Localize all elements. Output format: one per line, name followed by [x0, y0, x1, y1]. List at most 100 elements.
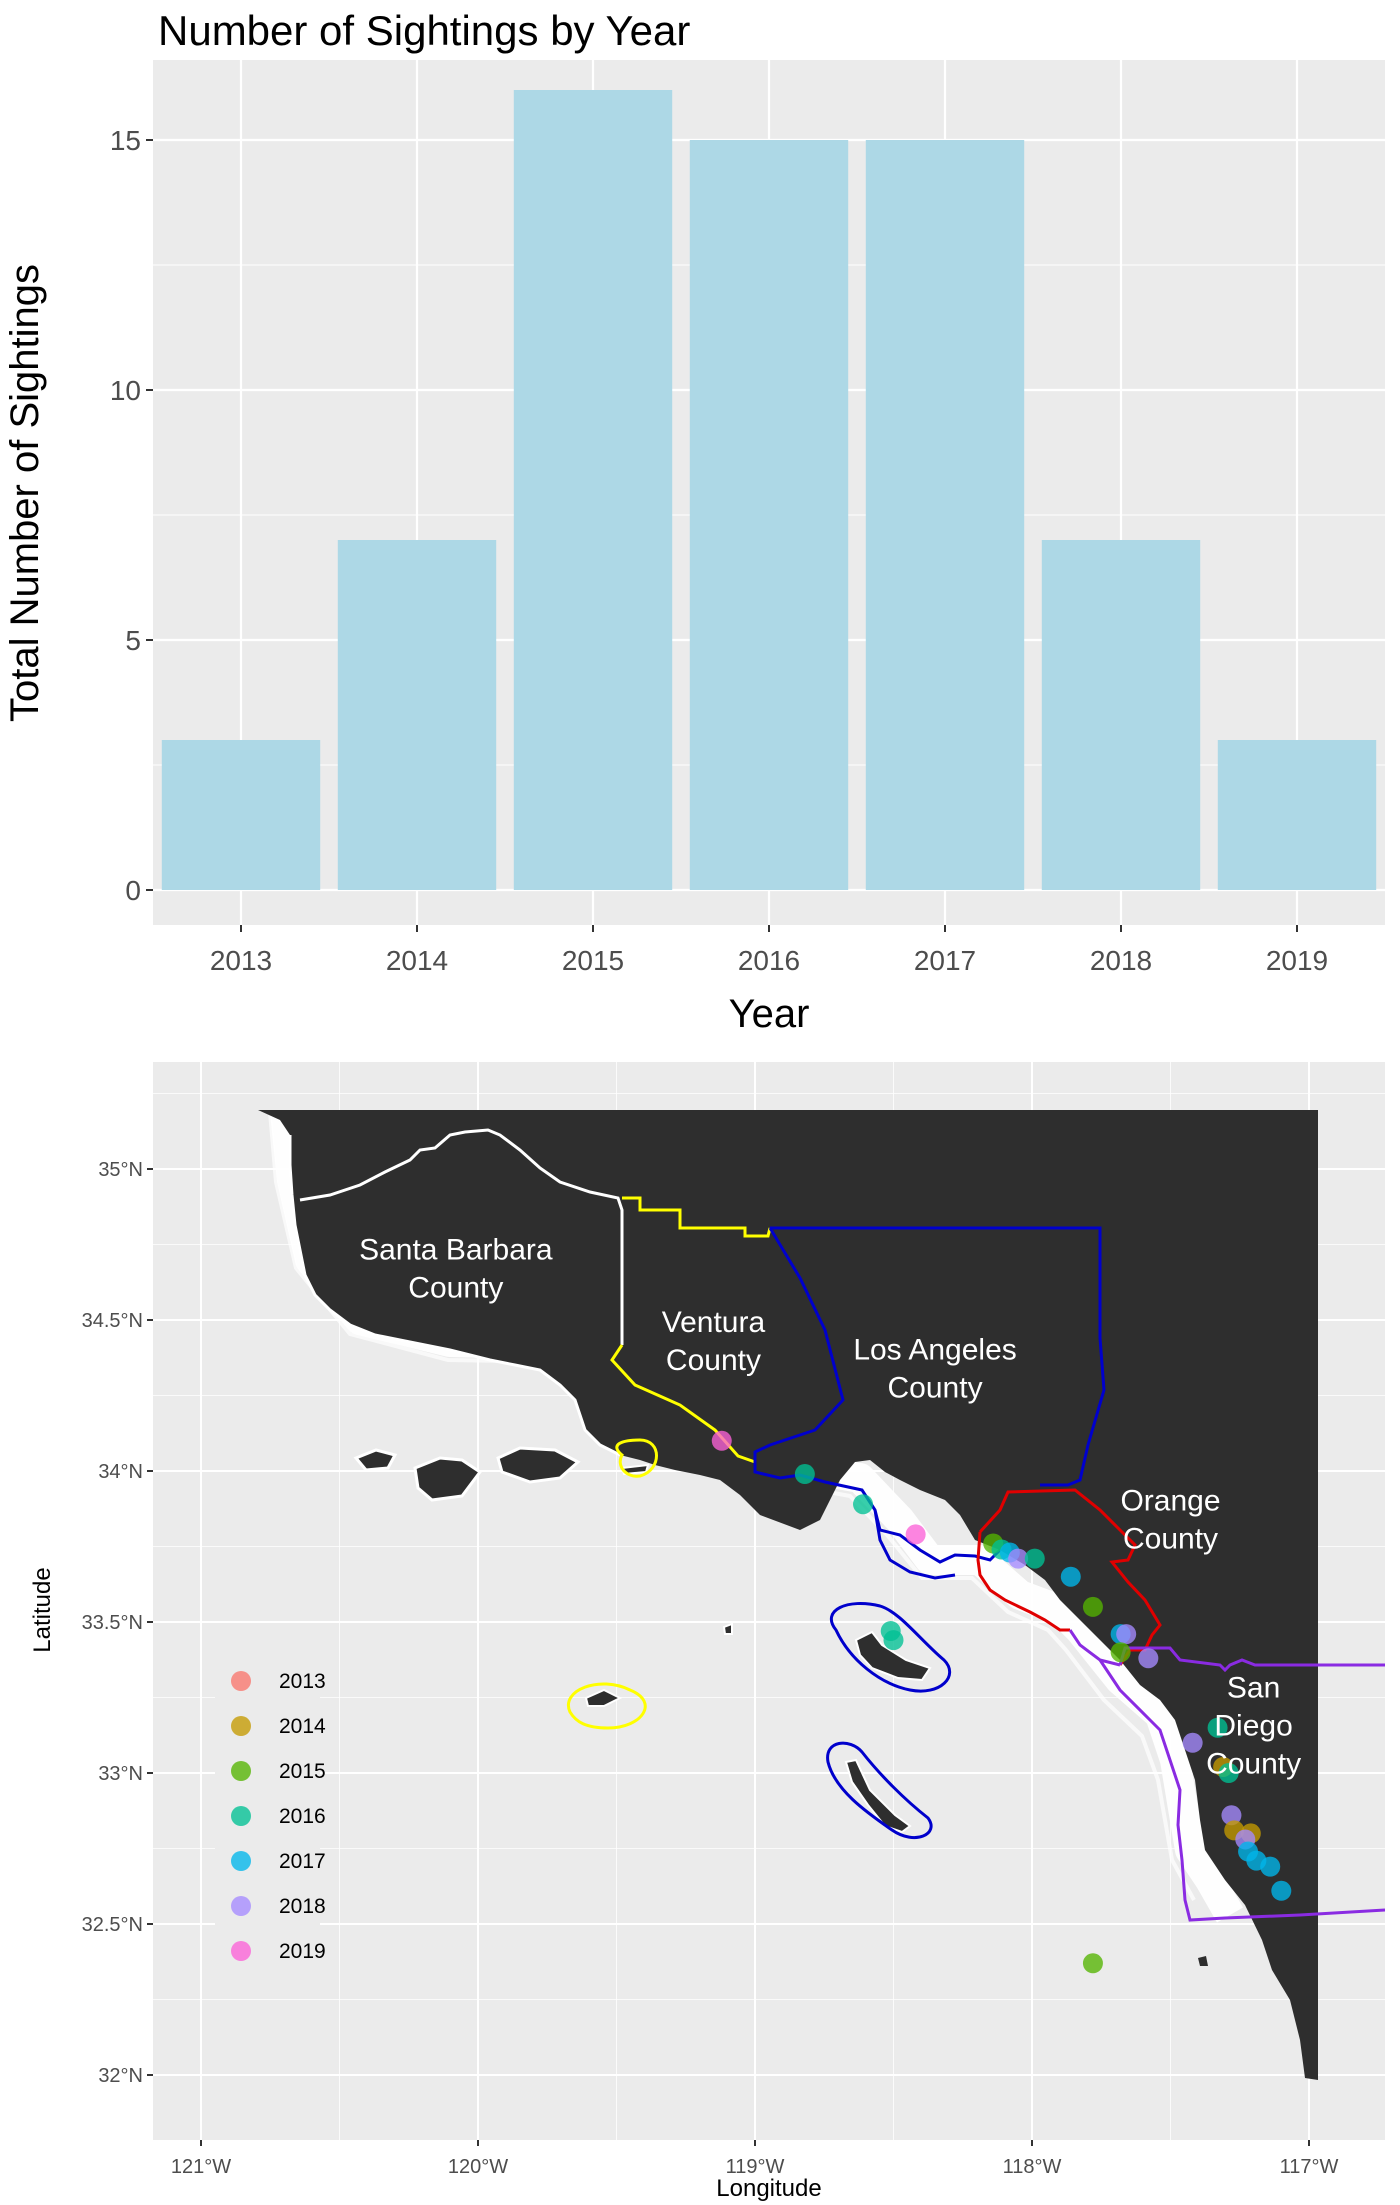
island-santa-barbara [722, 1622, 733, 1635]
sighting-point-2018 [1116, 1624, 1137, 1645]
island-san-clemente [844, 1758, 912, 1834]
map-y-tick-label: 33°N [98, 1763, 143, 1785]
sighting-point-2019 [905, 1524, 926, 1545]
bar-chart: Number of Sightings by Year 0 5 10 15 2013 2… [3, 7, 1385, 1036]
sighting-point-2019 [711, 1430, 732, 1451]
map-legend: 2013 2014 2015 2016 2017 2018 2019 [215, 1650, 326, 1970]
sighting-point-2015 [1082, 1596, 1103, 1617]
county-label-line: County [888, 1371, 983, 1404]
county-label-line: County [1206, 1748, 1301, 1781]
sighting-point-2018 [1182, 1732, 1203, 1753]
sighting-point-2016 [1218, 1763, 1239, 1783]
county-label-line: Ventura [662, 1306, 766, 1339]
county-label-line: Los Angeles [853, 1333, 1016, 1366]
county-label-line: Diego [1214, 1710, 1292, 1743]
map-y-ticks: 32°N 32.5°N 33°N 33.5°N 34°N 34.5°N 35°N [82, 1159, 153, 2087]
county-label-santa-barbara: Santa Barbara County [359, 1234, 553, 1305]
county-label-line: County [666, 1344, 761, 1377]
san-diego-county-boundary [1068, 1629, 1385, 1922]
sighting-point-2017 [1260, 1856, 1281, 1877]
legend-label: 2014 [279, 1715, 326, 1738]
county-label-line: San [1227, 1672, 1280, 1705]
county-label-line: County [1123, 1522, 1218, 1555]
ventura-county-boundary [566, 1196, 772, 1730]
legend-label: 2017 [279, 1850, 326, 1873]
sighting-point-2018 [1221, 1805, 1242, 1826]
legend-key-2017 [231, 1851, 251, 1871]
island-coronado [1198, 1956, 1208, 1966]
legend-label: 2016 [279, 1805, 326, 1828]
map-x-tick-label: 119°W [726, 2156, 785, 2178]
map-x-tick-label: 121°W [171, 2156, 231, 2178]
bar-chart-y-axis-label: Total Number of Sightings [3, 264, 47, 722]
legend-key-2016 [231, 1806, 251, 1826]
bar-chart-title: Number of Sightings by Year [158, 7, 690, 54]
bar-2014 [337, 540, 497, 890]
land-mainland [258, 1110, 1318, 2080]
map-y-tick-label: 35°N [98, 1159, 143, 1181]
map-x-ticks: 121°W 120°W 119°W 118°W 117°W [171, 2140, 1339, 2178]
bar-y-tick-label: 5 [125, 625, 141, 656]
map-sighting-points [711, 1430, 1292, 1974]
bar-chart-x-ticks: 2013 2014 2015 2016 2017 2018 2019 [210, 925, 1328, 976]
legend-key-2013 [231, 1671, 251, 1691]
island-san-miguel [353, 1448, 398, 1472]
legend-label: 2013 [279, 1670, 326, 1693]
bar-2013 [161, 740, 321, 890]
bar-2015 [513, 90, 673, 890]
map-y-tick-label: 32.5°N [82, 1914, 143, 1936]
sighting-point-2017 [1060, 1566, 1081, 1587]
map-y-tick-label: 32°N [98, 2065, 143, 2087]
legend-key-2014 [231, 1716, 251, 1736]
legend-key-2019 [231, 1941, 251, 1961]
bar-x-tick-label: 2017 [914, 945, 976, 976]
bar-2017 [865, 140, 1025, 890]
sighting-point-2016 [853, 1494, 874, 1515]
bar-x-tick-label: 2018 [1090, 945, 1152, 976]
island-san-nicolas [584, 1688, 623, 1707]
bar-chart-y-ticks: 0 5 10 15 [110, 125, 153, 906]
bar-x-tick-label: 2013 [210, 945, 272, 976]
island-santa-catalina [854, 1630, 932, 1682]
land-mainland-coast-white [288, 1135, 621, 1457]
county-label-los-angeles: Los Angeles County [853, 1333, 1016, 1404]
bar-y-tick-label: 15 [110, 125, 141, 156]
map-x-tick-label: 120°W [448, 2156, 508, 2178]
coastal-buffer-outline [268, 1111, 1196, 1901]
county-label-line: Santa Barbara [359, 1234, 553, 1267]
legend-label: 2019 [279, 1940, 326, 1963]
legend-label: 2018 [279, 1895, 326, 1918]
bar-chart-x-axis-label: Year [729, 992, 810, 1036]
sighting-point-2018 [1008, 1548, 1029, 1569]
map-y-axis-label: Latitude [29, 1567, 56, 1652]
santa-barbara-county-boundary [299, 1128, 624, 1345]
map-x-axis-label: Longitude [716, 2175, 821, 2202]
legend-key-2015 [231, 1761, 251, 1781]
bar-2016 [689, 140, 849, 890]
legend-key-2018 [231, 1896, 251, 1916]
bar-x-tick-label: 2015 [562, 945, 624, 976]
county-label-orange: Orange County [1120, 1484, 1220, 1555]
bar-y-tick-label: 0 [125, 875, 141, 906]
county-label-line: County [408, 1272, 503, 1305]
bar-2018 [1041, 540, 1201, 890]
sighting-point-2016 [1024, 1548, 1045, 1569]
map-y-tick-label: 34°N [98, 1461, 143, 1483]
county-label-ventura: Ventura County [662, 1306, 766, 1377]
sighting-point-2015 [1110, 1642, 1131, 1663]
sighting-point-2015 [1082, 1953, 1103, 1974]
map-x-tick-label: 118°W [1003, 2156, 1062, 2178]
bar-chart-bars [161, 90, 1377, 890]
los-angeles-county-boundary [753, 1226, 1106, 1840]
island-santa-cruz [496, 1446, 581, 1484]
legend-label: 2015 [279, 1760, 326, 1783]
island-santa-rosa [413, 1456, 483, 1502]
sighting-point-2016 [1207, 1717, 1228, 1738]
sighting-point-2017 [1271, 1880, 1292, 1901]
bar-y-tick-label: 10 [110, 375, 141, 406]
sighting-point-2018 [1138, 1648, 1159, 1669]
sighting-point-2016 [794, 1464, 815, 1485]
